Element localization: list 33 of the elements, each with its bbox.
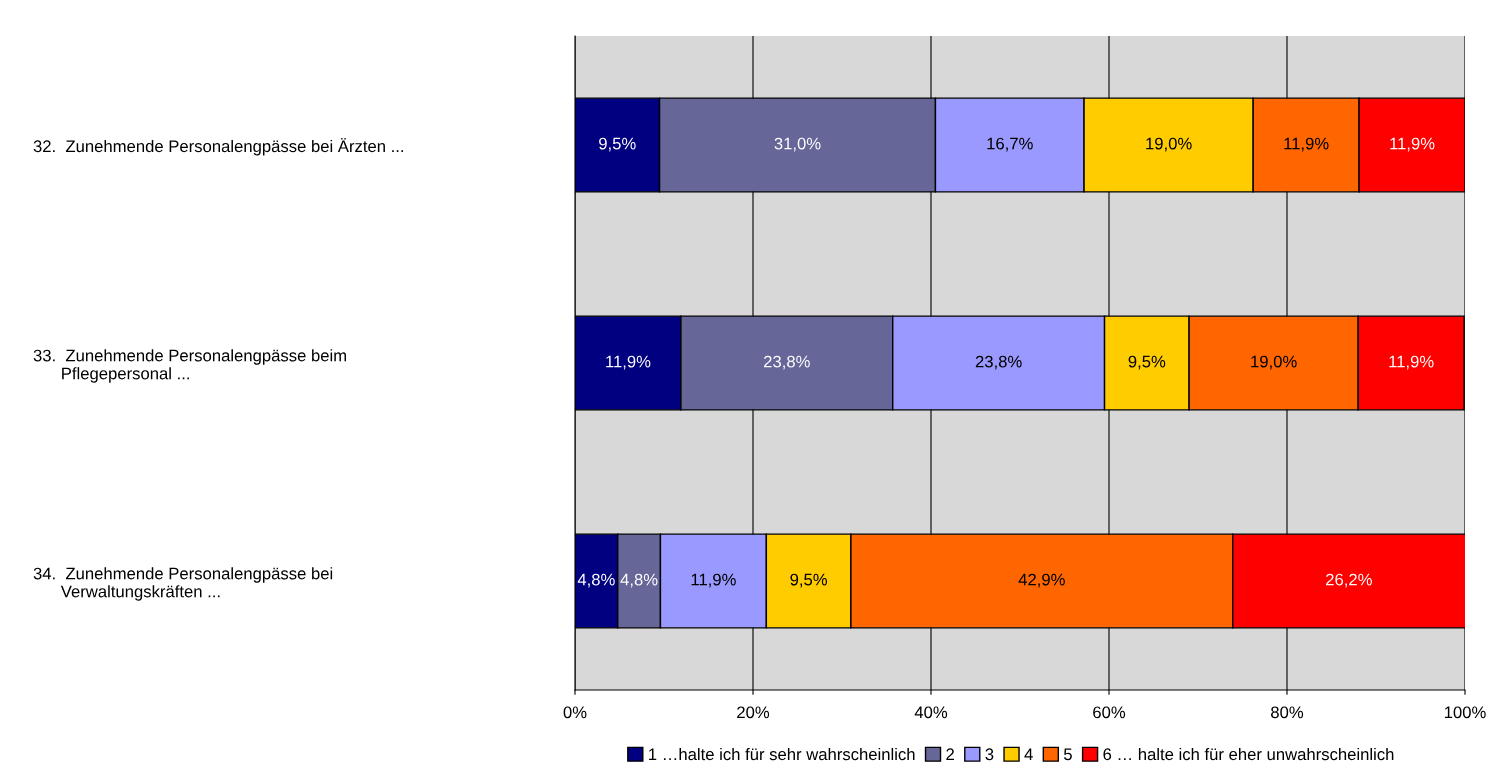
data-label: 11,9% [1284, 137, 1329, 152]
x-tick-label: 0% [563, 706, 587, 719]
x-tick-label: 20% [737, 706, 770, 719]
data-label: 9,5% [790, 573, 828, 588]
legend-label: 1 …halte ich für sehr wahrscheinlich [649, 747, 915, 761]
data-label: 16,7% [987, 137, 1033, 152]
data-label: 23,8% [975, 355, 1022, 370]
y-tick-label: 33. Zunehmende Personalengpässe beim Pflegepersonal ... [33, 349, 346, 383]
y-tick-label: 32. Zunehmende Personalengpässe bei Ärzten ... [33, 138, 404, 156]
data-label: 19,0% [1251, 355, 1297, 370]
legend-label: 4 [1024, 748, 1033, 760]
data-label: 11,9% [606, 355, 651, 370]
y-tick-label: 34. Zunehmende Personalengpässe bei Verwaltungskräften ... [33, 567, 333, 601]
x-tick-label: 60% [1093, 706, 1126, 719]
data-label: 11,9% [691, 573, 736, 588]
x-tick-label: 40% [914, 706, 948, 719]
data-label: 19,0% [1146, 137, 1192, 152]
data-label: 26,2% [1326, 573, 1372, 588]
legend-label: 5 [1063, 748, 1072, 761]
data-label: 11,9% [1390, 137, 1435, 152]
data-label: 4,8% [620, 573, 658, 588]
data-label: 31,0% [774, 137, 821, 152]
data-label: 9,5% [599, 137, 636, 152]
data-label: 9,5% [1128, 355, 1166, 370]
data-label: 23,8% [764, 355, 810, 370]
legend-label: 2 [946, 748, 954, 760]
x-tick-label: 80% [1271, 706, 1304, 719]
data-label: 11,9% [1389, 355, 1434, 370]
legend-label: 3 [985, 748, 994, 761]
data-label: 42,9% [1018, 573, 1065, 588]
legend-label: 6 … halte ich für eher unwahrscheinlich [1103, 747, 1394, 761]
x-tick-label: 100% [1444, 706, 1486, 719]
data-label: 4,8% [577, 573, 615, 588]
